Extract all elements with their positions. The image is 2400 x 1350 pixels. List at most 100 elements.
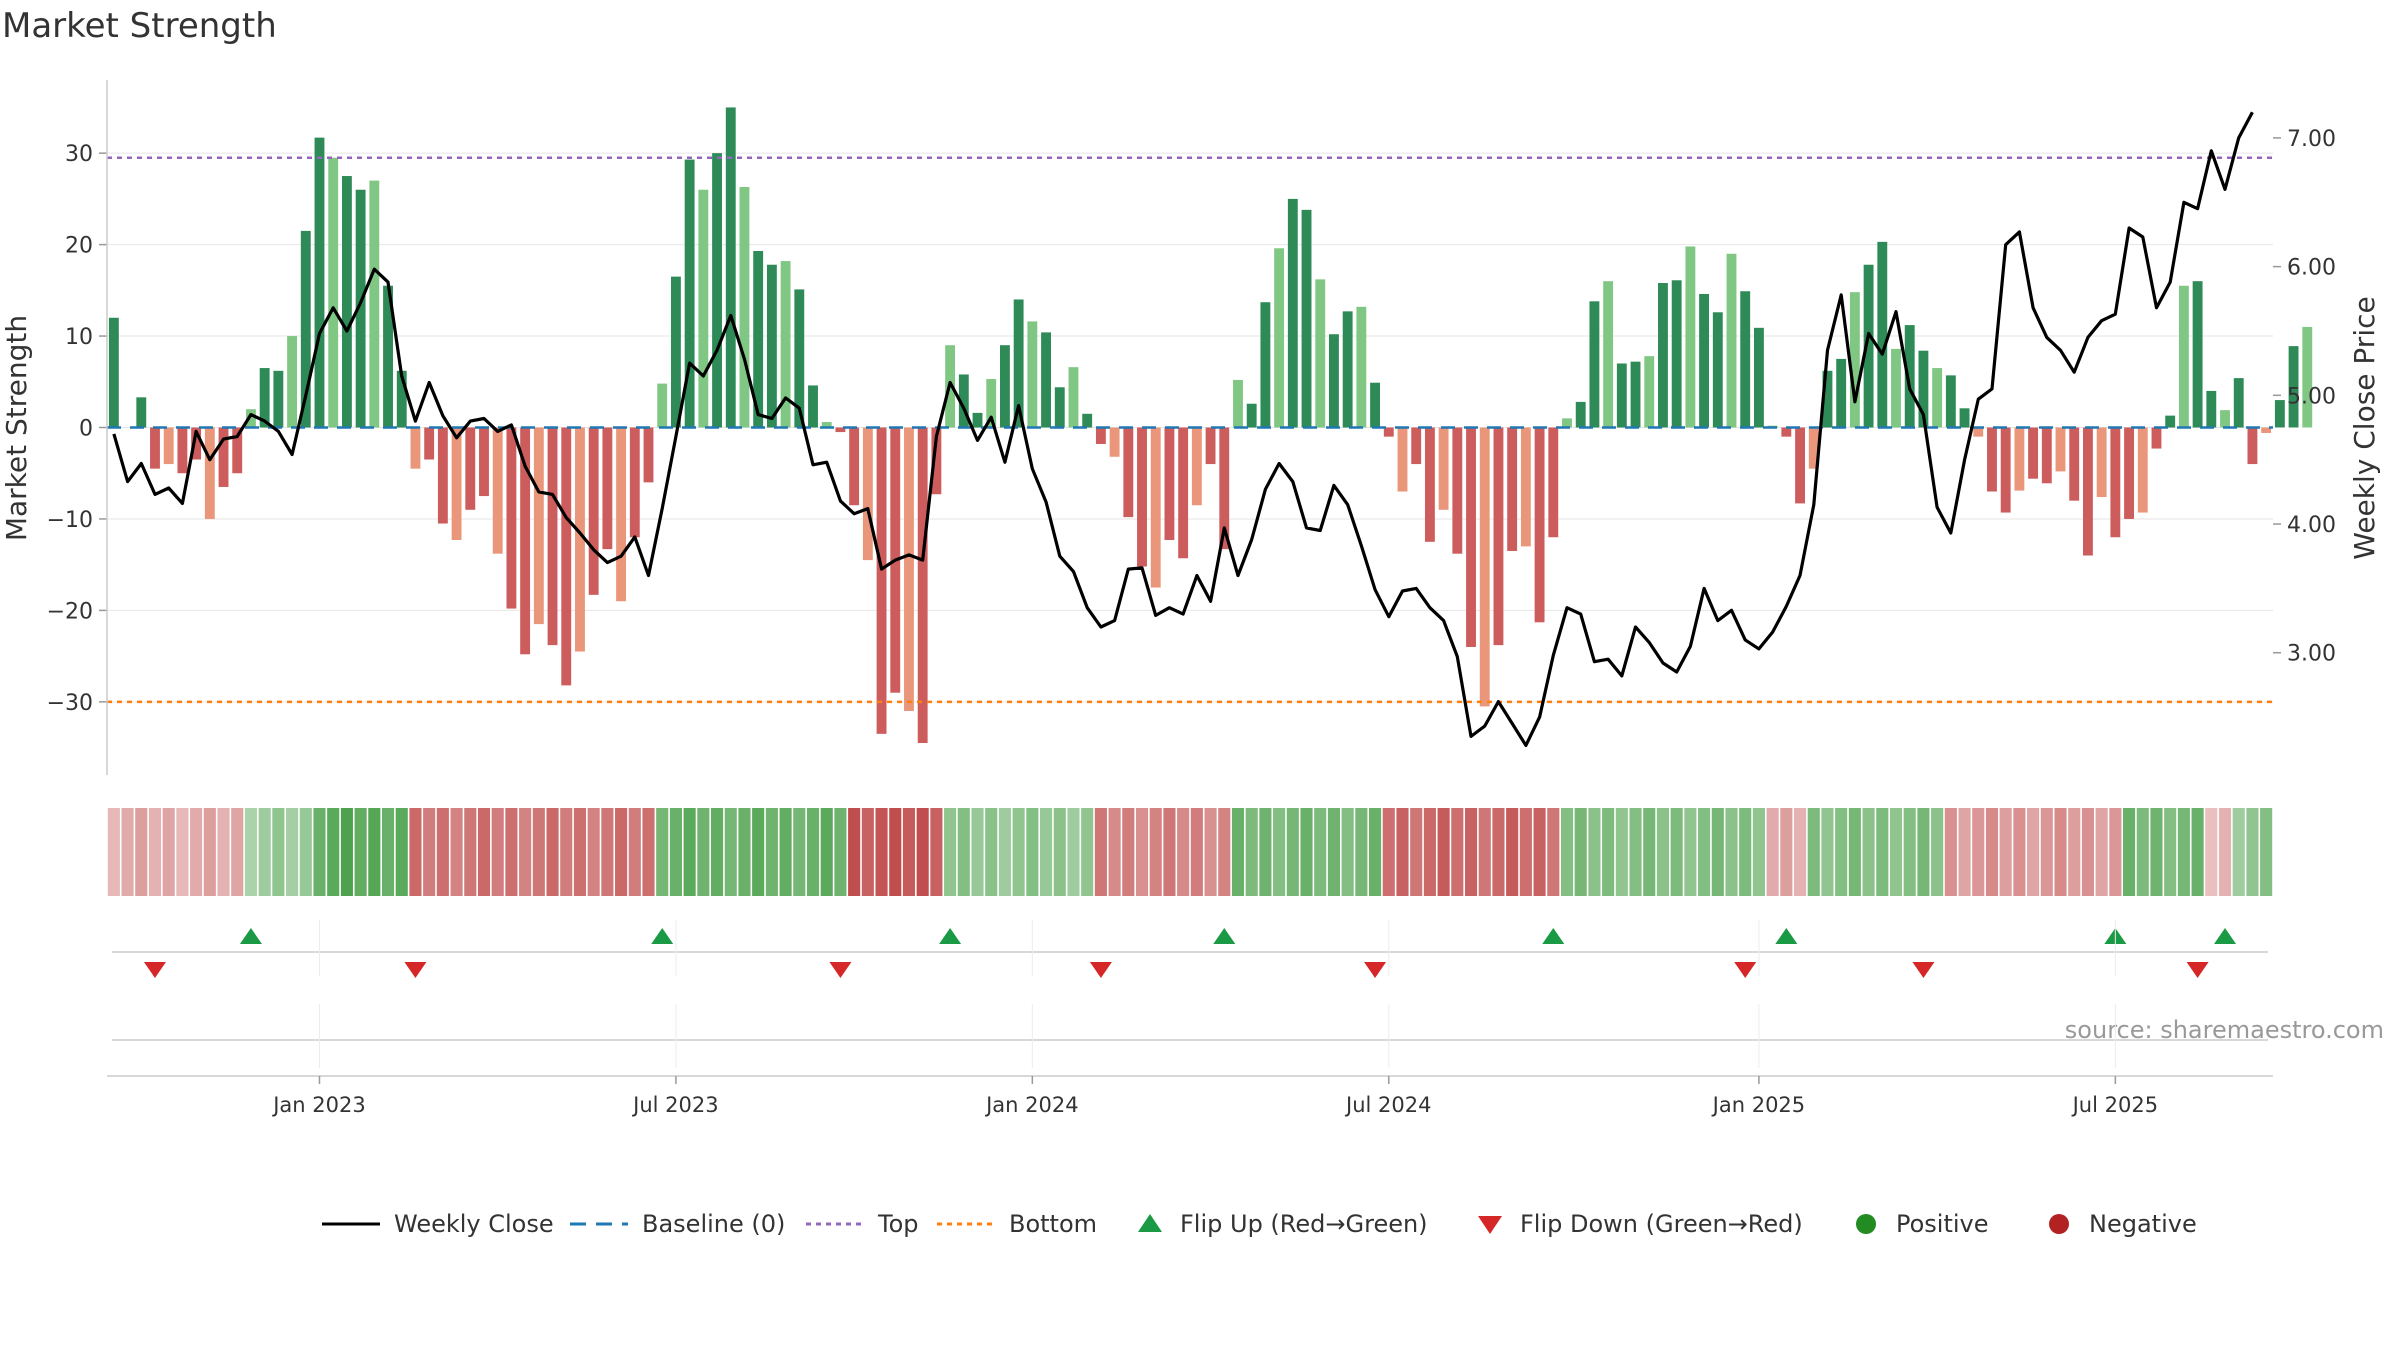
regime-cell [1040,808,1053,896]
strength-bar [1795,427,1805,504]
strength-bar [2096,427,2107,497]
regime-cell [1889,808,1903,896]
strength-bar [1808,427,1819,469]
strength-bar [1849,292,1860,428]
regime-cell [1506,808,1519,896]
regime-cell [573,808,587,896]
regime-cell [1451,808,1464,896]
regime-cell [217,808,230,896]
regime-cell [710,808,724,896]
regime-cell [601,808,614,896]
regime-cell [985,808,998,896]
regime-cell [1026,808,1039,896]
regime-cell [1478,808,1491,896]
regime-cell [2136,808,2149,896]
y-left-tick-label: 0 [79,417,93,442]
strength-bar [670,276,681,428]
regime-cell [916,808,929,896]
regime-cell [381,808,395,896]
strength-bar [2069,427,2080,501]
regime-cell [971,808,984,896]
regime-cell [697,808,710,896]
regime-cell [642,808,655,896]
regime-cell [1300,808,1313,896]
strength-bar [575,427,585,652]
flip-down-marker [404,962,427,978]
regime-cell [806,808,820,896]
regime-cell [930,808,943,896]
strength-bar [163,427,174,465]
strength-bar [1493,427,1504,646]
legend-label: Top [877,1210,919,1238]
strength-bar [2028,427,2039,479]
strength-bar [1520,427,1531,547]
strength-bar [780,261,791,428]
y-right-tick-label: 5.00 [2287,384,2336,409]
strength-bar [616,427,627,602]
strength-bar [1534,427,1545,623]
regime-cell [2177,808,2190,896]
strength-bar [1068,367,1079,428]
regime-cell [1574,808,1587,896]
regime-cell [1135,808,1149,896]
strength-bar [273,370,284,428]
regime-cell [2054,808,2067,896]
regime-cell [1273,808,1286,896]
regime-cell [1177,808,1190,896]
strength-bar [2302,326,2313,428]
strength-bar [1548,427,1559,538]
y-left-tick-label: 10 [65,325,93,350]
strength-bar [2000,427,2011,513]
strength-bar [1507,427,1518,551]
regime-cell [1999,808,2012,896]
strength-bar [931,427,942,495]
strength-bar [533,427,544,625]
strength-bar [150,427,160,469]
regime-cell [1821,808,1834,896]
flip-up-marker [2214,928,2237,944]
regime-cell [1012,808,1025,896]
regime-cell [1341,808,1354,896]
flip-up-marker [1775,928,1798,944]
regime-cell [2081,808,2094,896]
strength-bar [1082,413,1093,428]
legend-label: Weekly Close [394,1210,554,1238]
strength-bar [2110,427,2121,538]
regime-cell [656,808,669,896]
strength-bar [917,427,928,743]
strength-bar [849,427,860,506]
regime-cell [532,808,545,896]
regime-cell [1807,808,1820,896]
strength-bar [725,107,736,428]
regime-cell [2068,808,2081,896]
strength-bar [1424,427,1435,542]
legend-flip-down-icon [1478,1216,1502,1234]
strength-bar [1603,281,1614,428]
strength-bar [657,383,668,428]
strength-bar [1054,387,1065,428]
strength-bar [1150,427,1161,588]
strength-bar [328,157,339,428]
strength-bar [1466,427,1476,647]
regime-cell [135,808,148,896]
regime-cell [1547,808,1560,896]
chart-title: Market Strength [2,6,277,46]
strength-bar [1959,408,1970,428]
regime-cell [1903,808,1916,896]
regime-cell [1163,808,1176,896]
regime-cell [327,808,340,896]
strength-bar [1479,427,1490,707]
y-left-tick-label: 30 [65,142,93,167]
regime-cell [258,808,271,896]
regime-cell [1588,808,1601,896]
regime-cell [423,808,436,896]
regime-cell [724,808,737,896]
regime-cell [1204,808,1217,896]
regime-cell [1931,808,1944,896]
regime-cell [1684,808,1697,896]
regime-cell [957,808,970,896]
regime-cell [1985,808,1999,896]
strength-bar [1575,401,1586,428]
strength-bar [1822,370,1833,428]
strength-bar [451,427,462,540]
